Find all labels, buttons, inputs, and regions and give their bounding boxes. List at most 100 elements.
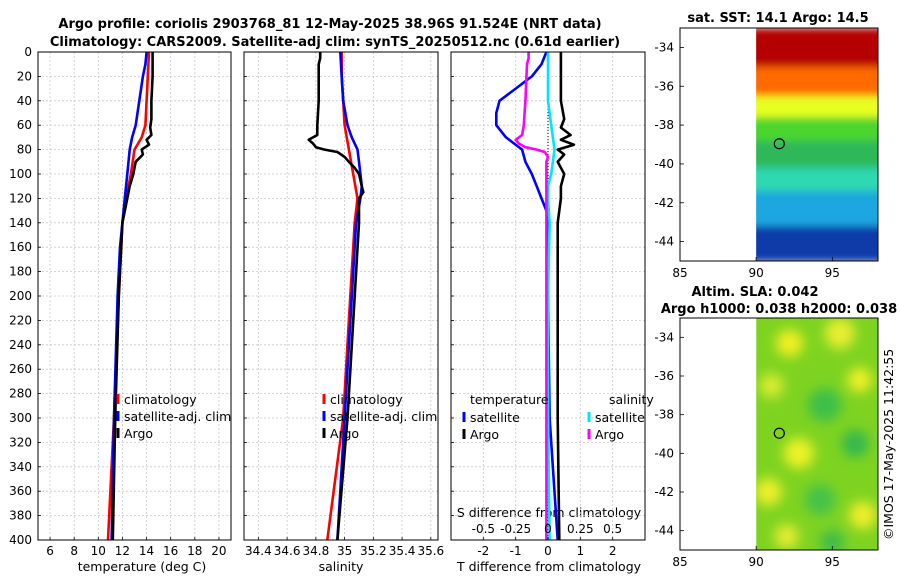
legend-heading: salinity bbox=[609, 392, 654, 407]
map-ytick-label: -38 bbox=[654, 408, 674, 422]
xtick-label: 35.6 bbox=[417, 544, 444, 558]
ytick-label: 140 bbox=[9, 216, 32, 230]
map-xtick-label: 95 bbox=[825, 555, 840, 569]
map-ytick-label: -36 bbox=[654, 79, 674, 93]
map-ytick-label: -34 bbox=[654, 330, 674, 344]
ytick-label: 260 bbox=[9, 362, 32, 376]
legend-label: satellite bbox=[470, 410, 520, 425]
salinity-xlabel: salinity bbox=[319, 559, 364, 574]
altim-map-subtitle: Argo h1000: 0.038 h2000: 0.038 bbox=[661, 302, 897, 317]
ytick-label: 100 bbox=[9, 167, 32, 181]
sla-blob bbox=[774, 524, 799, 549]
altim-map-title: Altim. SLA: 0.042 bbox=[692, 285, 819, 300]
legend-label: Argo bbox=[470, 427, 499, 442]
legend-heading: temperature bbox=[470, 392, 549, 407]
ytick-label: 400 bbox=[9, 533, 32, 547]
sdiff-tick-label: 0 bbox=[544, 522, 552, 536]
sdiff-tick-label: 0.25 bbox=[567, 522, 594, 536]
sla-blob bbox=[824, 318, 856, 349]
map-data-group bbox=[756, 318, 878, 550]
series-line-Argo bbox=[307, 52, 365, 541]
sst-band bbox=[756, 117, 879, 142]
map-band-group bbox=[756, 28, 879, 261]
argo-position-marker bbox=[773, 138, 785, 150]
map-ytick-label: -44 bbox=[654, 524, 674, 538]
map-ytick-label: -42 bbox=[654, 196, 674, 210]
series-line-satellite-adj.-clim bbox=[110, 51, 148, 541]
chart-layer: 0204060801001201401601802002202402602803… bbox=[9, 27, 879, 569]
xtick-label: 18 bbox=[187, 544, 202, 558]
xtick-label: 20 bbox=[211, 544, 226, 558]
series-line-salinity-Argo bbox=[514, 52, 550, 540]
map-ytick-label: -44 bbox=[654, 235, 674, 249]
ytick-label: 200 bbox=[9, 289, 32, 303]
sla-blob bbox=[783, 438, 815, 469]
xtick-label: 0 bbox=[544, 544, 552, 558]
xtick-label: 35.2 bbox=[360, 544, 387, 558]
map-frame bbox=[679, 27, 879, 262]
xtick-label: 1 bbox=[577, 544, 585, 558]
sla-blob bbox=[820, 530, 845, 550]
argo-position-marker bbox=[773, 427, 785, 439]
legend-label: climatology bbox=[124, 392, 197, 407]
xtick-label: 34.4 bbox=[245, 544, 272, 558]
xtick-label: 2 bbox=[609, 544, 617, 558]
ytick-label: 220 bbox=[9, 313, 32, 327]
sla-blob bbox=[847, 367, 872, 393]
ytick-label: 380 bbox=[9, 509, 32, 523]
legend-label: Argo bbox=[124, 426, 153, 441]
legend-label: satellite bbox=[595, 410, 645, 425]
sdiff-tick-label: 0.5 bbox=[603, 522, 622, 536]
sdiff-tick-label: -0.5 bbox=[472, 522, 495, 536]
ytick-label: 80 bbox=[17, 143, 32, 157]
series-line-temperature-satellite bbox=[494, 51, 559, 541]
sla-blob bbox=[807, 388, 842, 422]
ytick-label: 240 bbox=[9, 338, 32, 352]
temperature-xlabel: temperature (deg C) bbox=[78, 559, 207, 574]
map-ytick-label: -38 bbox=[654, 118, 674, 132]
ytick-label: 360 bbox=[9, 484, 32, 498]
xtick-label: 34.6 bbox=[274, 544, 301, 558]
sst-band bbox=[756, 191, 879, 228]
sdiff-tick-label: -0.25 bbox=[500, 522, 531, 536]
ytick-label: 40 bbox=[17, 94, 32, 108]
sst-band bbox=[756, 140, 879, 169]
series-line-temperature-Argo bbox=[556, 52, 576, 541]
map-ytick-label: -40 bbox=[654, 446, 674, 460]
map-data-group bbox=[756, 28, 879, 261]
xtick-label: 12 bbox=[115, 544, 130, 558]
map-frame bbox=[679, 317, 879, 551]
xtick-label: -2 bbox=[477, 544, 489, 558]
map-ytick-label: -40 bbox=[654, 157, 674, 171]
legend-label: Argo bbox=[595, 427, 624, 442]
tdiff-xlabel: T difference from climatology bbox=[456, 559, 642, 574]
xtick-label: 34.8 bbox=[302, 544, 329, 558]
series-line-satellite-adj.-clim bbox=[336, 51, 364, 541]
xtick-label: 14 bbox=[139, 544, 154, 558]
legend-label: satellite-adj. clim bbox=[124, 409, 231, 424]
xtick-label: 6 bbox=[46, 544, 54, 558]
map-xtick-label: 85 bbox=[672, 555, 687, 569]
ytick-label: 340 bbox=[9, 460, 32, 474]
title-line-1: Argo profile: coriolis 2903768_81 12-May… bbox=[58, 17, 601, 32]
ytick-label: 280 bbox=[9, 387, 32, 401]
series-line-salinity-satellite bbox=[546, 52, 556, 541]
xtick-label: 10 bbox=[91, 544, 106, 558]
sla-blob bbox=[775, 329, 804, 357]
xtick-label: 35 bbox=[337, 544, 352, 558]
legend-label: Argo bbox=[330, 426, 359, 441]
map-xtick-label: 95 bbox=[825, 266, 840, 280]
ytick-label: 20 bbox=[17, 69, 32, 83]
map-ytick-label: -36 bbox=[654, 369, 674, 383]
ytick-label: 320 bbox=[9, 435, 32, 449]
map-xtick-label: 90 bbox=[749, 555, 764, 569]
sst-map-title: sat. SST: 14.1 Argo: 14.5 bbox=[687, 11, 868, 26]
sst-band bbox=[756, 28, 879, 68]
map-blob-group bbox=[756, 318, 877, 550]
map-xtick-label: 90 bbox=[749, 266, 764, 280]
xtick-label: 35.4 bbox=[389, 544, 416, 558]
legend-label: satellite-adj. clim bbox=[330, 409, 437, 424]
xtick-label: -1 bbox=[510, 544, 522, 558]
map-xtick-label: 85 bbox=[672, 266, 687, 280]
